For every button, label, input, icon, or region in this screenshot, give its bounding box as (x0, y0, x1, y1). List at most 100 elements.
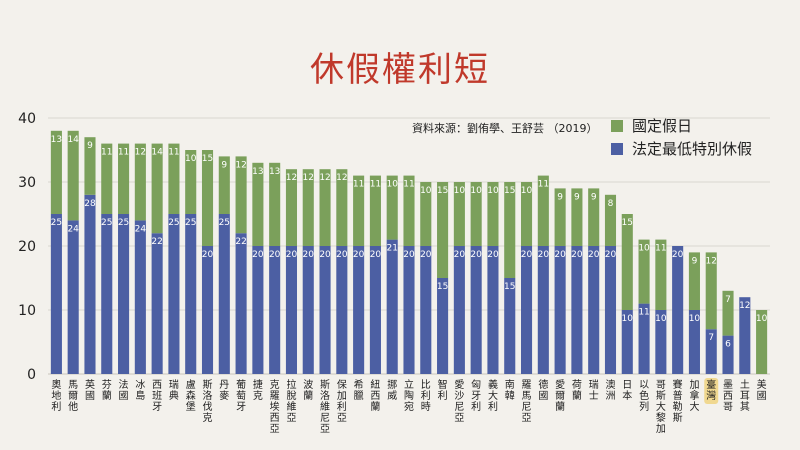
bar-holiday (134, 143, 146, 221)
bar-statutory (705, 329, 717, 374)
x-category-label: 羅馬尼亞 (522, 379, 532, 424)
bar-label-statutory: 24 (67, 224, 79, 234)
bar-holiday (369, 175, 381, 246)
x-category-label: 智利 (438, 378, 448, 402)
bar-statutory (353, 246, 365, 374)
bar-holiday (537, 175, 549, 246)
bar-statutory (185, 214, 197, 374)
x-category-label: 捷克 (253, 378, 263, 402)
x-category-label: 立陶宛 (404, 378, 414, 413)
bar-statutory (269, 246, 281, 374)
x-category-label: 奧地利 (51, 378, 61, 413)
y-tick-label: 30 (18, 175, 36, 191)
bar-statutory (336, 246, 348, 374)
bar-statutory (571, 246, 583, 374)
bar-label-holiday: 12 (706, 256, 717, 266)
x-category-label: 法國 (119, 378, 129, 402)
x-category-label: 希臘 (354, 378, 364, 402)
bar-holiday (420, 182, 432, 246)
bar-label-statutory: 20 (202, 250, 214, 260)
bar-holiday (336, 169, 348, 246)
x-category-label: 日本 (622, 380, 632, 402)
bar-holiday (588, 188, 600, 246)
bar-label-holiday: 14 (151, 148, 163, 158)
x-category-label: 斯洛伐克 (203, 378, 213, 424)
x-category-label: 盧森堡 (186, 378, 196, 413)
bar-label-holiday: 11 (168, 148, 179, 158)
bar-statutory (554, 246, 566, 374)
bar-label-holiday: 11 (538, 180, 549, 190)
bar-statutory (403, 246, 415, 374)
legend-swatch-holiday (611, 120, 623, 132)
bar-statutory (134, 220, 146, 374)
bar-statutory (739, 297, 751, 374)
bar-label-statutory: 20 (521, 250, 533, 260)
bar-label-holiday: 10 (756, 314, 768, 324)
bar-label-statutory: 10 (689, 314, 701, 324)
bar-holiday (285, 169, 298, 246)
x-category-label: 哥斯大黎加 (656, 379, 666, 435)
bar-label-statutory: 22 (235, 237, 246, 247)
bar-statutory (604, 246, 617, 374)
bar-statutory (50, 214, 62, 374)
bar-holiday (269, 162, 281, 246)
x-category-label: 瑞典 (169, 379, 179, 402)
bar-label-statutory: 20 (286, 250, 298, 260)
bar-label-statutory: 11 (638, 308, 649, 318)
bar-statutory (168, 214, 180, 374)
x-category-label: 拉脫維亞 (286, 378, 296, 424)
x-category-label: 紐西蘭 (370, 378, 380, 413)
x-category-label: 美國 (757, 378, 767, 402)
bar-holiday (571, 188, 583, 246)
bar-statutory (302, 246, 314, 374)
bar-statutory (621, 310, 633, 374)
bar-label-statutory: 20 (370, 250, 382, 260)
bar-holiday (520, 182, 533, 246)
page-title: 休假權利短 (310, 50, 490, 90)
legend-swatch-statutory (611, 143, 623, 155)
bar-label-holiday: 9 (87, 141, 93, 151)
legend: 國定假日 法定最低特別休假 (611, 117, 752, 158)
bar-statutory (386, 239, 398, 374)
bar-label-holiday: 10 (470, 186, 482, 196)
bar-label-holiday: 15 (504, 186, 515, 196)
x-category-label: 澳洲 (605, 378, 615, 402)
x-category-label: 英國 (85, 378, 95, 402)
bar-holiday (705, 252, 717, 330)
bar-label-statutory: 21 (386, 244, 397, 254)
x-category-label: 克羅埃西亞 (270, 379, 280, 435)
x-category-label: 愛爾蘭 (555, 378, 565, 413)
bar-label-statutory: 7 (708, 333, 714, 343)
bar-holiday (235, 156, 247, 234)
bar-label-holiday: 13 (252, 167, 263, 177)
bar-holiday (50, 130, 62, 214)
bar-label-statutory: 20 (420, 250, 432, 260)
bar-holiday (487, 182, 499, 246)
bar-statutory (672, 246, 684, 374)
bar-holiday (655, 239, 667, 310)
bar-statutory (470, 246, 482, 374)
bar-statutory (285, 246, 298, 374)
bar-statutory (235, 233, 247, 374)
x-category-label: 匈牙利 (471, 378, 481, 413)
bar-statutory (118, 214, 130, 374)
bar-label-holiday: 10 (487, 186, 499, 196)
x-category-label: 丹麥 (219, 379, 229, 402)
bar-statutory (369, 246, 381, 374)
bar-label-holiday: 10 (521, 186, 533, 196)
bar-label-statutory: 15 (437, 282, 448, 292)
y-axis-ticks: 0 10 20 30 40 (18, 111, 36, 383)
y-tick-label: 10 (18, 303, 36, 319)
x-category-label: 比利時 (421, 379, 431, 413)
bar-label-holiday: 12 (286, 173, 297, 183)
x-category-label: 德國 (538, 378, 548, 402)
bar-label-holiday: 15 (437, 186, 448, 196)
bar-holiday (470, 182, 482, 246)
bar-holiday (386, 175, 398, 240)
x-category-label: 芬蘭 (102, 379, 112, 402)
x-category-label: 賽普勒斯 (673, 378, 683, 424)
bar-label-holiday: 9 (557, 192, 563, 202)
bar-label-statutory: 20 (269, 250, 281, 260)
bar-statutory (688, 310, 700, 374)
